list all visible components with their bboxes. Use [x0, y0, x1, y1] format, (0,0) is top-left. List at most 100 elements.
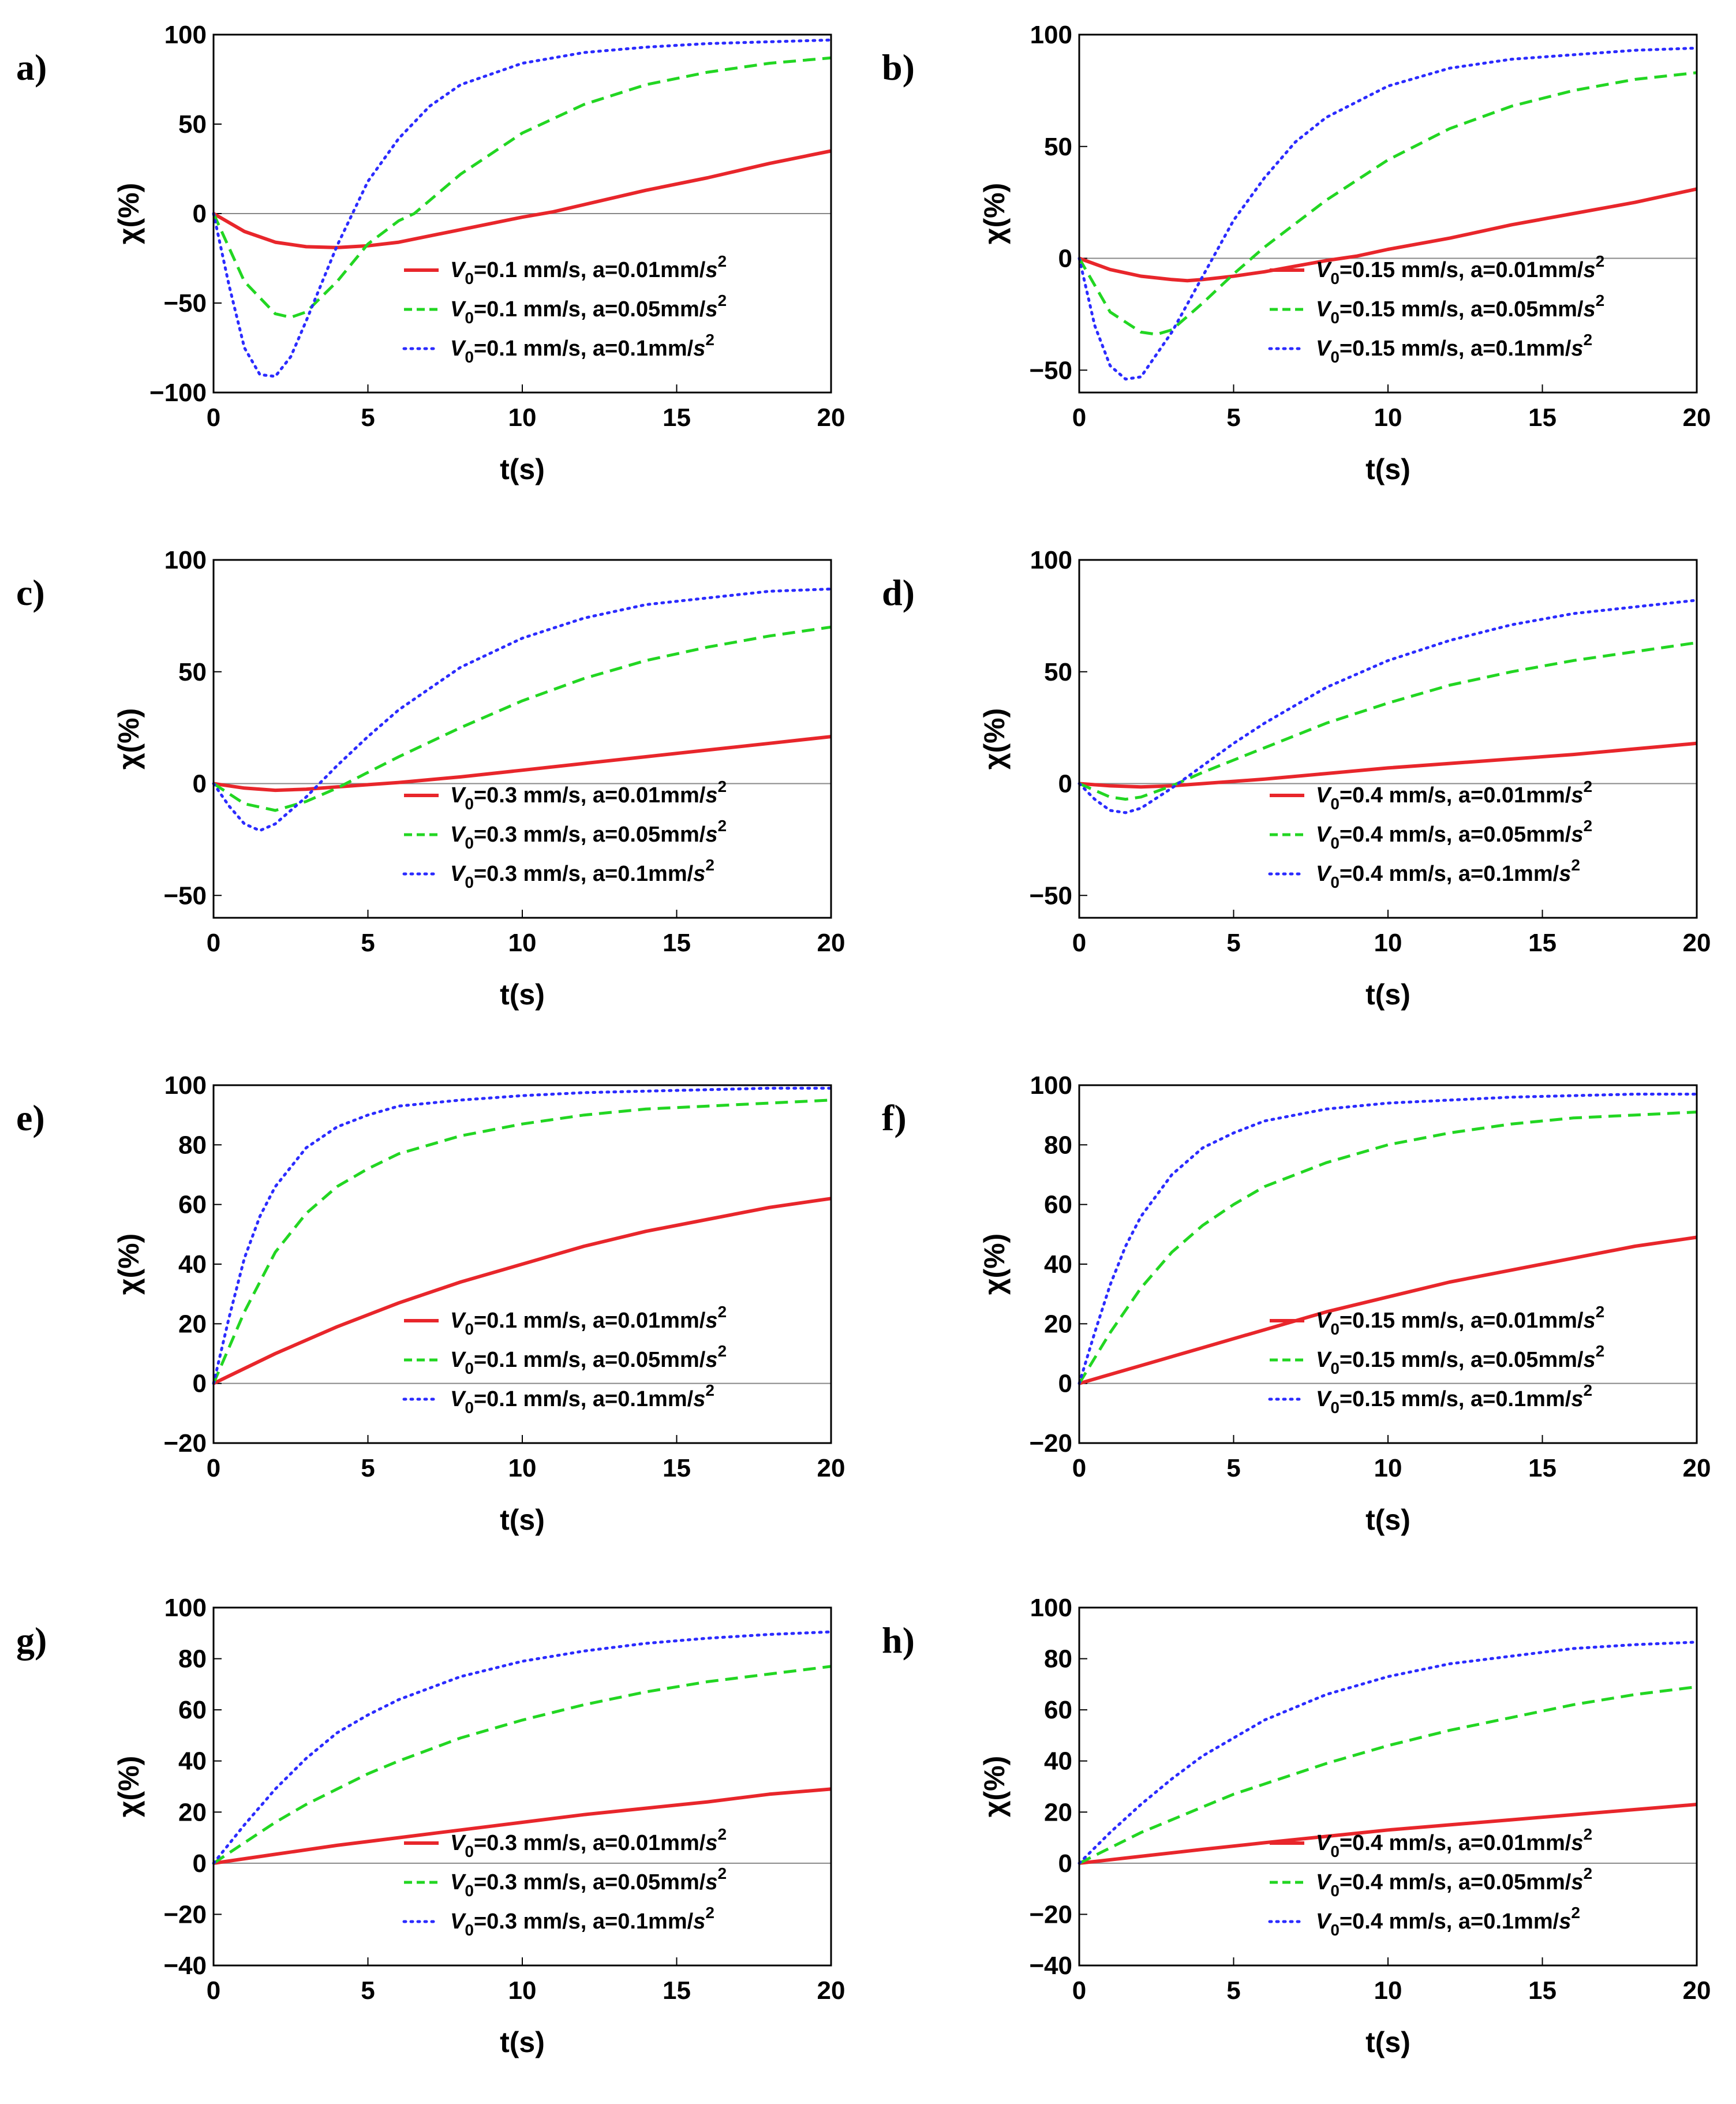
x-tick-label: 10	[1374, 403, 1402, 432]
plot-frame	[212, 559, 832, 919]
legend-entry: V0=0.4 mm/s, a=0.1mm/s2	[1316, 1904, 1580, 1939]
x-tick-label: 5	[1226, 929, 1240, 957]
y-tick-label: 0	[193, 770, 207, 798]
y-tick-label: −20	[1029, 1900, 1072, 1929]
x-tick-label: 15	[663, 403, 691, 432]
x-tick-label: 10	[508, 403, 537, 432]
x-axis-title: t(s)	[1365, 453, 1410, 485]
y-tick-label: 40	[1044, 1250, 1072, 1279]
plot-frame	[1078, 1084, 1698, 1444]
chart-svg: −100 −50 0 50 100 0 5 10 15 20 t(s) χ(%) V0=0.1 mm/s…	[113, 21, 845, 485]
panel-label: a)	[16, 47, 47, 88]
chart-panel-e: e) −20 0 20 40 60 80 100 0 5 10 15 20 t(s) χ(%) V0=0.1 …	[16, 1062, 854, 1582]
y-tick-label: 0	[1058, 770, 1072, 798]
x-axis-title: t(s)	[1365, 1504, 1410, 1536]
y-tick-label: −50	[1029, 881, 1072, 910]
y-axis-title: χ(%)	[113, 1756, 145, 1818]
legend-entry: V0=0.1 mm/s, a=0.01mm/s2	[450, 1303, 727, 1338]
x-tick-label: 20	[1683, 403, 1711, 432]
series-line-dotted	[1077, 599, 1698, 814]
legend-entry: V0=0.15 mm/s, a=0.05mm/s2	[1316, 292, 1604, 327]
y-tick-label: −100	[149, 379, 207, 407]
y-tick-label: 0	[193, 1370, 207, 1398]
chart-panel-a: a) −100 −50 0 50 100 0 5 10 15 20 t(s) χ(%) V0=0.1 mm…	[16, 12, 854, 531]
plot-frame	[212, 33, 832, 394]
x-tick-label: 0	[207, 929, 220, 957]
panel-label: b)	[882, 47, 915, 88]
x-tick-label: 15	[1528, 1976, 1557, 2005]
x-tick-label: 0	[1072, 1976, 1086, 2005]
y-tick-label: 20	[1044, 1798, 1072, 1826]
series-line-solid	[1079, 1235, 1697, 1385]
series-line-solid	[1079, 1803, 1697, 1865]
x-tick-label: 20	[817, 929, 845, 957]
series-line-dotted	[212, 38, 833, 378]
legend-entry: V0=0.3 mm/s, a=0.05mm/s2	[450, 1864, 727, 1900]
x-tick-label: 15	[1528, 1454, 1557, 1482]
series-line-dashed	[1077, 71, 1697, 336]
y-tick-label: 20	[1044, 1310, 1072, 1338]
x-axis-title: t(s)	[1365, 978, 1410, 1011]
y-tick-label: 60	[1044, 1696, 1072, 1724]
x-tick-label: 5	[1226, 1976, 1240, 2005]
x-tick-label: 15	[1528, 403, 1557, 432]
panel-label: c)	[16, 572, 45, 613]
y-tick-label: 50	[1044, 658, 1072, 686]
y-axis-title: χ(%)	[113, 708, 145, 770]
y-axis-title: χ(%)	[978, 708, 1011, 770]
chart-panel-g: g) −40 −20 0 20 40 60 80 100 0 5 10 15 20 t(s) χ(%) V0=0…	[16, 1584, 854, 2104]
x-tick-label: 5	[361, 1976, 375, 2005]
plot-frame	[1078, 33, 1698, 394]
legend-entry: V0=0.15 mm/s, a=0.1mm/s2	[1316, 331, 1592, 366]
legend-entry: V0=0.4 mm/s, a=0.05mm/s2	[1316, 1864, 1592, 1900]
x-tick-label: 5	[361, 1454, 375, 1482]
x-tick-label: 10	[508, 1976, 537, 2005]
x-tick-label: 10	[1374, 1976, 1402, 2005]
y-tick-label: 20	[178, 1798, 207, 1826]
y-tick-label: 0	[1058, 1370, 1072, 1398]
y-tick-label: 100	[164, 1071, 207, 1100]
panel-label: h)	[882, 1620, 915, 1661]
legend-entry: V0=0.4 mm/s, a=0.01mm/s2	[1316, 1825, 1592, 1860]
y-tick-label: 100	[164, 546, 207, 574]
series-line-dotted	[1077, 1640, 1698, 1865]
series-line-solid	[213, 735, 832, 793]
x-tick-label: 15	[663, 929, 691, 957]
y-tick-label: −20	[163, 1429, 207, 1458]
x-tick-label: 5	[361, 403, 375, 432]
legend-entry: V0=0.3 mm/s, a=0.05mm/s2	[450, 817, 727, 852]
legend-entry: V0=0.3 mm/s, a=0.01mm/s2	[450, 778, 727, 813]
y-tick-label: 80	[178, 1131, 207, 1159]
y-axis-title: χ(%)	[113, 183, 145, 245]
series-line-dashed	[212, 1098, 832, 1384]
y-tick-label: 40	[178, 1747, 207, 1776]
legend-entry: V0=0.3 mm/s, a=0.1mm/s2	[450, 1904, 714, 1939]
y-tick-label: −50	[163, 881, 207, 910]
legend-entry: V0=0.4 mm/s, a=0.01mm/s2	[1316, 778, 1592, 813]
x-axis-title: t(s)	[500, 453, 545, 485]
panel-label: g)	[16, 1620, 47, 1661]
x-axis-title: t(s)	[1365, 2026, 1410, 2058]
y-tick-label: 100	[1030, 1071, 1072, 1100]
series-line-solid	[213, 1787, 832, 1865]
y-tick-label: 80	[1044, 1645, 1072, 1673]
y-tick-label: 60	[1044, 1191, 1072, 1219]
y-axis-title: χ(%)	[978, 1234, 1011, 1295]
x-tick-label: 20	[1683, 1454, 1711, 1482]
y-tick-label: 100	[164, 21, 207, 49]
plot-frame	[212, 1084, 832, 1444]
y-tick-label: 0	[1058, 1849, 1072, 1878]
x-tick-label: 15	[663, 1976, 691, 2005]
legend-entry: V0=0.3 mm/s, a=0.01mm/s2	[450, 1825, 727, 1860]
plot-frame	[212, 1606, 832, 1967]
x-tick-label: 10	[508, 1454, 537, 1482]
legend-entry: V0=0.15 mm/s, a=0.1mm/s2	[1316, 1381, 1592, 1417]
series-line-dotted	[1077, 46, 1698, 381]
y-tick-label: 50	[1044, 133, 1072, 161]
chart-svg: −40 −20 0 20 40 60 80 100 0 5 10 15 20 t(s) χ(%) V0=0.3…	[113, 1594, 845, 2058]
y-tick-label: 0	[1058, 245, 1072, 273]
